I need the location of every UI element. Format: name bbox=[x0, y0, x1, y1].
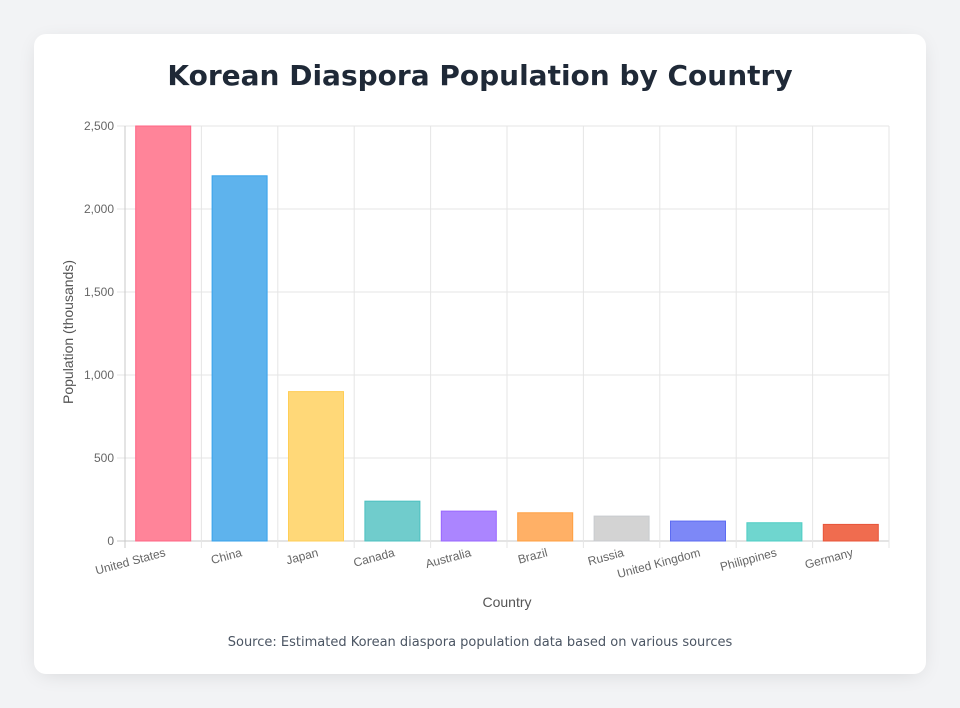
x-tick-label: Germany bbox=[803, 545, 854, 571]
bar-brazil[interactable] bbox=[517, 512, 574, 542]
y-tick-label: 2,500 bbox=[84, 119, 114, 133]
x-axis-ticks: United States China Japan Canada Australia Br… bbox=[94, 545, 855, 581]
x-tick-label: United States bbox=[94, 545, 167, 577]
x-tick-label: Australia bbox=[424, 545, 473, 571]
bars bbox=[135, 125, 879, 542]
y-tick-label: 500 bbox=[94, 451, 114, 465]
bar-canada[interactable] bbox=[364, 500, 421, 542]
y-axis-ticks: 0 500 1,000 1,500 2,000 2,500 bbox=[84, 119, 114, 548]
source-note: Source: Estimated Korean diaspora popula… bbox=[227, 635, 733, 650]
bar-russia[interactable] bbox=[593, 515, 650, 542]
bar-chart: 0 500 1,000 1,500 2,000 2,500 United States Ch… bbox=[60, 119, 890, 610]
chart-title: Korean Diaspora Population by Country bbox=[167, 59, 793, 92]
x-axis-title: Country bbox=[482, 594, 531, 610]
bar-china[interactable] bbox=[211, 175, 268, 542]
y-tick-label: 0 bbox=[107, 534, 114, 548]
x-tick-label: Philippines bbox=[718, 545, 778, 574]
x-tick-label: Canada bbox=[352, 545, 397, 569]
x-tick-label: Russia bbox=[586, 545, 625, 568]
bar-philippines[interactable] bbox=[746, 522, 803, 542]
bar-united-kingdom[interactable] bbox=[670, 520, 726, 542]
x-tick-label: Japan bbox=[285, 545, 320, 567]
chart-card: Korean Diaspora Population by Country 0 5… bbox=[40, 40, 920, 668]
y-tick-label: 1,000 bbox=[84, 368, 114, 382]
y-tick-label: 1,500 bbox=[84, 285, 114, 299]
x-tick-label: United Kingdom bbox=[616, 545, 702, 581]
bar-japan[interactable] bbox=[288, 391, 344, 542]
x-tick-label: Brazil bbox=[516, 545, 549, 566]
y-axis-title: Population (thousands) bbox=[60, 260, 76, 404]
bar-germany[interactable] bbox=[822, 523, 879, 542]
bar-australia[interactable] bbox=[440, 510, 497, 542]
x-tick-label: China bbox=[209, 545, 243, 567]
y-tick-label: 2,000 bbox=[84, 202, 114, 216]
bar-united-states[interactable] bbox=[135, 125, 192, 542]
